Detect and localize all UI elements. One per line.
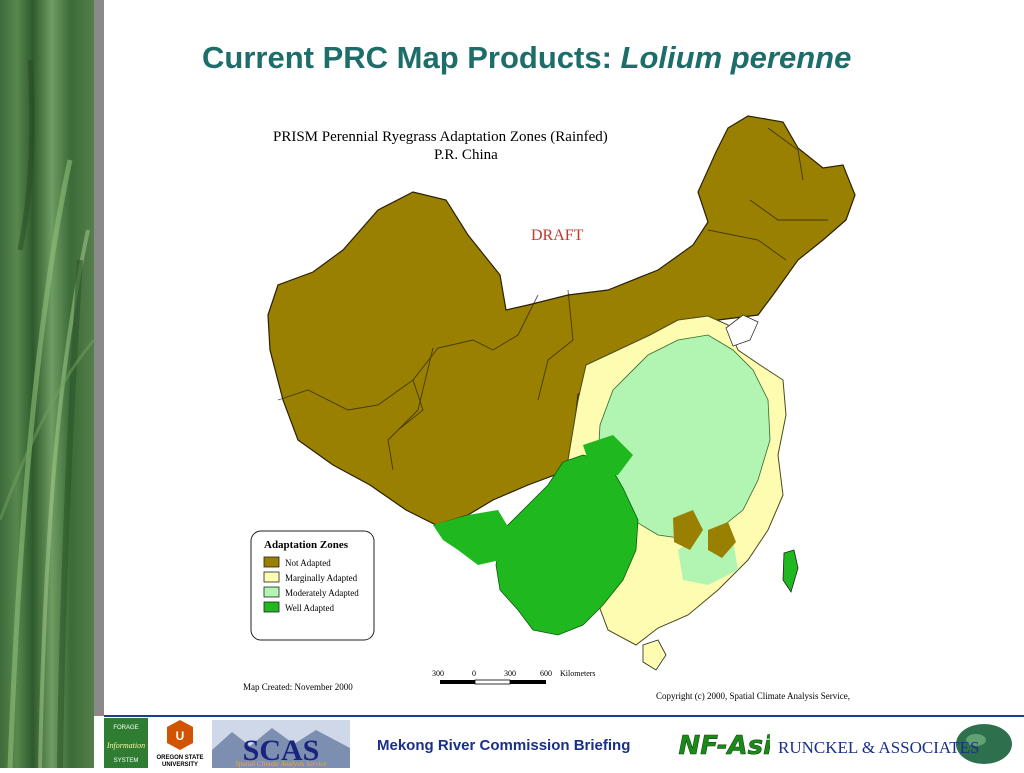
fis-logo-word: SYSTEM [114, 758, 139, 764]
osu-shield-icon: U [176, 729, 185, 743]
globe-icon [956, 724, 1012, 764]
forage-information-system-logo: FORAGE Information SYSTEM [104, 718, 148, 768]
scas-logo: SCAS Spatial Climate Analysis Service [212, 720, 350, 768]
china-adaptation-map: PRISM Perennial Ryegrass Adaptation Zone… [243, 115, 856, 701]
copyright-label: Copyright (c) 2000, Spatial Climate Anal… [656, 691, 850, 701]
footer-divider [104, 715, 1024, 717]
osu-logo-word: UNIVERSITY [162, 762, 198, 768]
map-created-label: Map Created: November 2000 [243, 682, 353, 692]
anf-asia-logo: ANF-Asia [678, 731, 770, 762]
legend-swatch [263, 556, 280, 568]
hainan-island [642, 639, 667, 671]
decorative-grass-sidebar [0, 0, 96, 769]
map-title-line1: PRISM Perennial Ryegrass Adaptation Zone… [273, 129, 608, 145]
scale-bar: 300 0 300 600 Kilometers [432, 669, 596, 685]
scas-logo-subtitle: Spatial Climate Analysis Service [235, 760, 326, 768]
legend-swatch [263, 601, 280, 613]
legend-label: Not Adapted [285, 558, 331, 568]
title-species: Lolium perenne [620, 40, 852, 75]
legend-items: Not Adapted Marginally Adapted Moderately … [263, 556, 359, 613]
runckel-logo-word: RUNCKEL & ASSOCIATES [778, 738, 980, 757]
scale-bar-segment [510, 680, 546, 684]
scale-tick-label: 300 [432, 669, 444, 678]
grass-blades-graphic [0, 59, 96, 769]
bohai-sea [725, 314, 759, 347]
briefing-label: Mekong River Commission Briefing [377, 737, 631, 754]
sidebar-shadow [94, 0, 104, 716]
title-prefix: Current PRC Map Products: [202, 40, 621, 75]
scale-unit: Kilometers [560, 669, 596, 678]
not-adapted-region [267, 115, 856, 526]
scale-tick-label: 300 [504, 669, 516, 678]
scale-tick-label: 0 [472, 669, 476, 678]
not-adapted-south-patch-1 [673, 510, 703, 550]
legend-label: Well Adapted [285, 603, 335, 613]
scale-tick-label: 600 [540, 669, 552, 678]
legend-box: Adaptation Zones Not Adapted Marginally A… [250, 530, 375, 641]
legend-swatch [263, 571, 280, 583]
fis-logo-word: Information [106, 741, 145, 750]
legend-swatch [263, 586, 280, 598]
province-borders [277, 127, 828, 471]
taiwan-island [782, 549, 799, 593]
anf-logo-word: ANF-Asia [678, 731, 770, 761]
map-title-line2: P.R. China [434, 147, 498, 163]
legend-title: Adaptation Zones [264, 539, 349, 551]
not-adapted-south-patch-2 [708, 522, 736, 558]
scale-bar-segment [474, 679, 511, 685]
osu-logo-word: OREGON STATE [156, 755, 203, 761]
well-adapted-west-patch [433, 510, 513, 565]
slide-title: Current PRC Map Products: Lolium perenne [202, 40, 851, 76]
legend-label: Marginally Adapted [285, 573, 358, 583]
draft-label: DRAFT [531, 227, 584, 244]
scale-bar-segment [440, 680, 475, 684]
runckel-associates-logo: RUNCKEL & ASSOCIATES [778, 724, 1012, 764]
legend-label: Moderately Adapted [285, 588, 359, 598]
well-adapted-sichuan-patch [583, 435, 633, 475]
fis-logo-word: FORAGE [113, 725, 138, 731]
scas-logo-word: SCAS [243, 734, 320, 767]
oregon-state-university-logo: U OREGON STATE UNIVERSITY [156, 720, 204, 768]
country-outline-not-adapted [267, 115, 856, 526]
